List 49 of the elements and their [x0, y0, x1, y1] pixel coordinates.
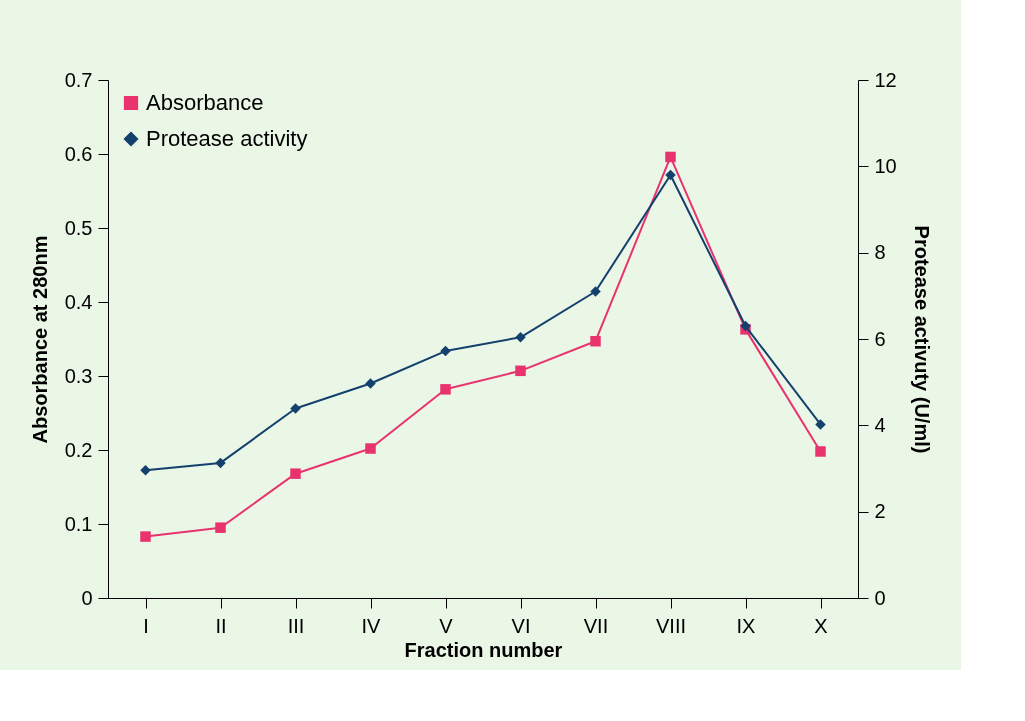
point: [665, 151, 676, 163]
x-axis-title: Fraction number: [404, 638, 563, 661]
x-tick-label: IV: [361, 614, 382, 637]
y2-tick-label: 12: [874, 68, 897, 91]
y2-tick-label: 4: [874, 413, 886, 436]
point: [515, 365, 526, 377]
y-tick-label: 0.4: [64, 290, 93, 313]
point: [290, 403, 301, 414]
point: [815, 419, 826, 430]
point: [590, 286, 601, 297]
legend-label: Absorbance: [146, 90, 264, 115]
x-tick-label: III: [287, 614, 305, 637]
point: [665, 169, 676, 181]
y2-tick-label: 0: [874, 586, 886, 609]
x-tick-label: X: [814, 614, 828, 637]
y-axis-title: Absorbance at 280nm: [28, 235, 51, 444]
y2-tick-label: 6: [874, 327, 886, 350]
x-tick-label: VIII: [655, 614, 687, 637]
point: [740, 320, 751, 332]
y-tick-label: 0.6: [64, 142, 93, 165]
point: [365, 443, 376, 454]
point: [515, 332, 526, 343]
point: [815, 446, 826, 457]
y-tick-label: 0.2: [64, 438, 93, 461]
point: [590, 335, 601, 347]
y-tick-label: 0.7: [64, 68, 93, 91]
point: [215, 522, 226, 533]
x-tick-label: VI: [511, 614, 531, 637]
x-tick-label: IX: [736, 614, 756, 637]
point: [365, 378, 376, 389]
y-tick-label: 0.3: [64, 364, 93, 387]
y2-tick-label: 2: [874, 500, 886, 523]
point: [215, 457, 226, 469]
legend-label: Protease activity: [146, 126, 308, 151]
x-tick-label: II: [215, 614, 227, 637]
point: [290, 468, 301, 479]
x-tick-label: I: [143, 614, 149, 637]
y-tick-label: 0.1: [64, 512, 93, 535]
point: [140, 531, 151, 542]
y2-tick-label: 10: [874, 154, 897, 177]
y2-axis-title: Protease activuty (U/ml): [910, 225, 933, 454]
point: [440, 384, 451, 395]
point: [140, 464, 151, 476]
x-tick-label: VII: [583, 614, 609, 637]
point: [440, 345, 451, 357]
y-tick-label: 0.5: [64, 216, 93, 239]
y-tick-label: 0: [81, 586, 93, 609]
x-tick-label: V: [439, 614, 454, 637]
y2-tick-label: 8: [874, 241, 886, 264]
